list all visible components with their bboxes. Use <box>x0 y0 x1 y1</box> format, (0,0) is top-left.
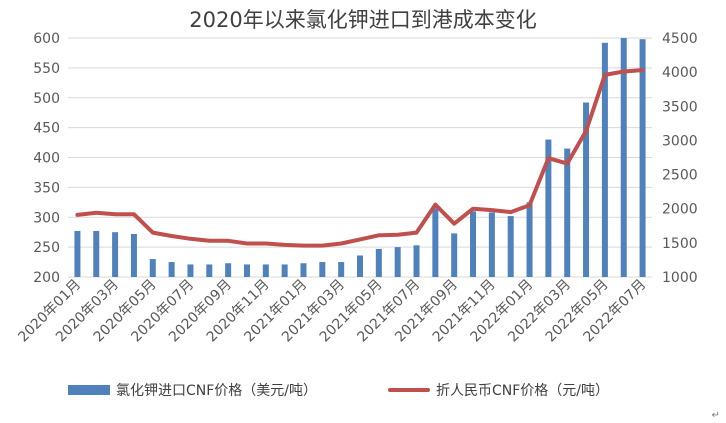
y-right-tick-label: 4000 <box>662 65 698 81</box>
legend-label-line: 折人民币CNF价格（元/吨） <box>436 383 610 399</box>
bar <box>243 264 250 277</box>
bar <box>168 262 175 277</box>
bar <box>225 263 232 277</box>
y-right-tick-label: 1000 <box>662 270 698 286</box>
bar <box>488 212 495 277</box>
bar <box>357 255 363 277</box>
bar <box>564 148 571 277</box>
bar <box>149 259 156 277</box>
legend-item-bar: 氯化钾进口CNF价格（美元/吨） <box>68 380 317 400</box>
legend-item-line: 折人民币CNF价格（元/吨） <box>388 380 609 400</box>
bar <box>93 230 100 277</box>
y-right-tick-label: 3000 <box>662 133 698 149</box>
bar <box>545 139 552 277</box>
bar <box>74 230 81 277</box>
bar <box>507 216 514 277</box>
legend-swatch-line <box>388 388 430 392</box>
bar <box>432 208 439 277</box>
y-left-tick-label: 250 <box>33 240 60 256</box>
bar <box>206 264 213 277</box>
bar <box>319 262 326 277</box>
y-left-tick-label: 450 <box>33 121 60 137</box>
bar <box>300 263 307 277</box>
bar <box>130 233 137 277</box>
bar <box>526 202 533 277</box>
y-right-tick-label: 2500 <box>662 168 698 184</box>
y-left-tick-label: 550 <box>33 61 60 77</box>
bar <box>112 232 119 277</box>
bar <box>394 247 401 277</box>
bar <box>375 248 382 277</box>
bar <box>262 264 269 277</box>
y-left-tick-label: 350 <box>33 180 60 196</box>
chart-title: 2020年以来氯化钾进口到港成本变化 <box>189 8 537 32</box>
bar <box>413 245 420 277</box>
y-left-tick-label: 200 <box>33 270 60 286</box>
bar <box>338 262 345 277</box>
y-right-tick-label: 1500 <box>662 236 698 252</box>
bar <box>620 38 627 277</box>
y-left-tick-label: 500 <box>33 91 60 107</box>
bar <box>281 264 288 277</box>
legend: 氯化钾进口CNF价格（美元/吨） 折人民币CNF价格（元/吨） <box>0 380 726 408</box>
y-left-tick-label: 600 <box>33 31 60 47</box>
bar <box>451 233 458 277</box>
bar <box>470 211 477 277</box>
bar <box>583 102 590 277</box>
return-mark: ↵ <box>711 410 720 421</box>
y-right-tick-label: 3500 <box>662 99 698 115</box>
bar <box>187 264 194 277</box>
y-left-tick-label: 400 <box>33 151 60 167</box>
y-right-tick-label: 2000 <box>662 202 698 218</box>
bar <box>601 42 608 277</box>
y-left-tick-label: 300 <box>33 210 60 226</box>
legend-label-bar: 氯化钾进口CNF价格（美元/吨） <box>116 383 318 399</box>
legend-swatch-bar <box>68 385 110 395</box>
y-right-tick-label: 4500 <box>662 31 698 47</box>
bar <box>639 39 646 277</box>
